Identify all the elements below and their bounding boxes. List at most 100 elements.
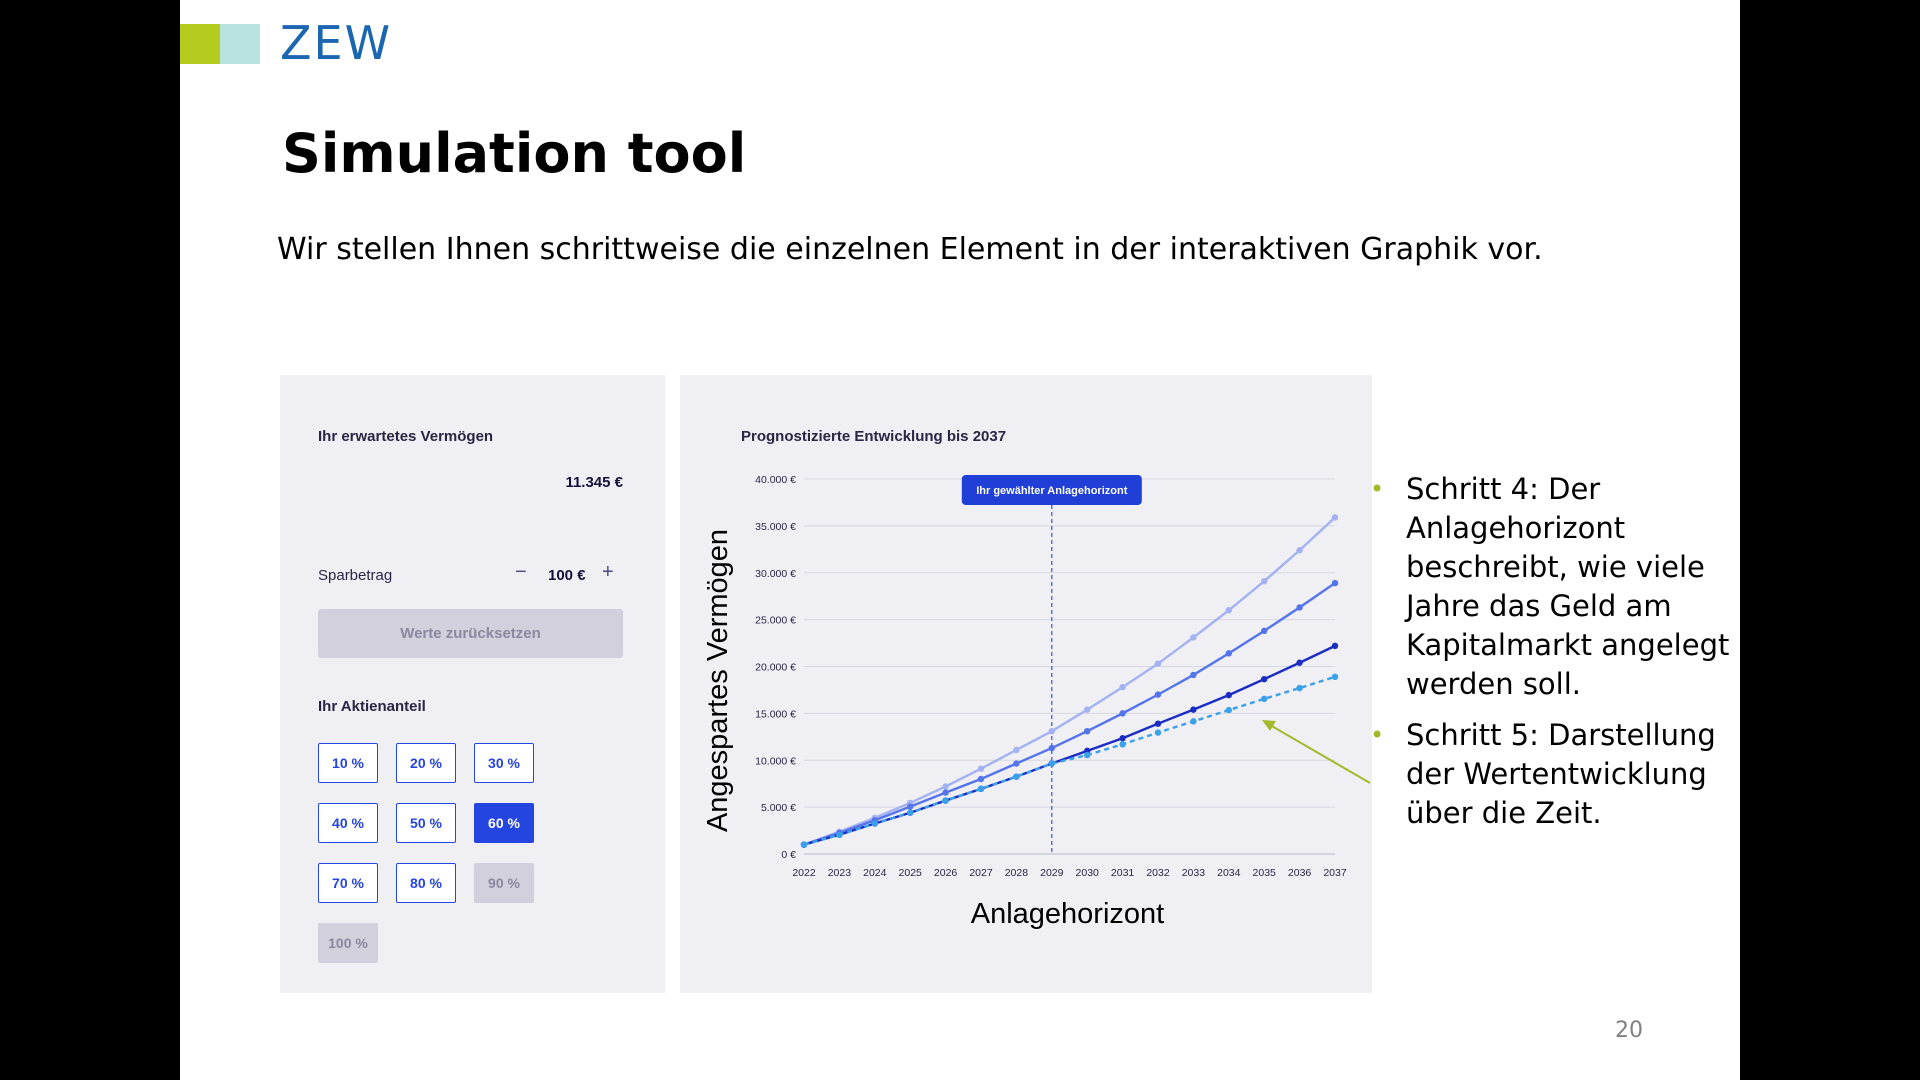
y-tick-label: 5.000 € bbox=[761, 802, 796, 814]
horizon-label-text: Ihr gewählter Anlagehorizont bbox=[976, 485, 1127, 497]
settings-panel: Ihr erwartetes Vermögen 11.345 € Sparbet… bbox=[280, 375, 665, 993]
y-tick-label: 40.000 € bbox=[755, 474, 796, 486]
series-1-point bbox=[1296, 547, 1303, 554]
series-4-point bbox=[977, 785, 985, 793]
bullet-text-step-5: Schritt 5: Darstellung der Wertentwicklu… bbox=[1406, 718, 1716, 830]
series-1-point bbox=[1119, 683, 1126, 691]
stock-share-50-button[interactable]: 50 % bbox=[396, 803, 456, 843]
y-tick-label: 35.000 € bbox=[755, 521, 796, 533]
x-tick-label: 2022 bbox=[792, 867, 816, 879]
series-4-point bbox=[1084, 751, 1091, 759]
x-tick-label: 2030 bbox=[1076, 867, 1100, 879]
bullet-item-step-4: • Schritt 4: Der Anlagehorizont beschrei… bbox=[1370, 470, 1730, 704]
series-2-point bbox=[1119, 710, 1126, 717]
series-3-point bbox=[1119, 735, 1126, 742]
sparbetrag-value: 100 € bbox=[548, 567, 586, 584]
x-tick-label: 2037 bbox=[1323, 867, 1347, 879]
series-4-point bbox=[836, 831, 843, 838]
x-axis-label: Anlagehorizont bbox=[971, 898, 1164, 930]
stock-share-20-button[interactable]: 20 % bbox=[396, 743, 456, 783]
x-tick-label: 2036 bbox=[1288, 867, 1312, 879]
series-2-point bbox=[1296, 604, 1303, 611]
bullet-list: • Schritt 4: Der Anlagehorizont beschrei… bbox=[1370, 470, 1730, 845]
series-1-point bbox=[1261, 577, 1268, 585]
stock-share-70-button[interactable]: 70 % bbox=[318, 863, 378, 903]
increase-button[interactable]: + bbox=[602, 561, 614, 583]
series-4-point bbox=[1225, 706, 1232, 714]
series-line-4 bbox=[803, 675, 1336, 846]
stock-share-80-button[interactable]: 80 % bbox=[396, 863, 456, 903]
y-tick-label: 10.000 € bbox=[755, 755, 796, 767]
series-line-2 bbox=[803, 582, 1336, 846]
y-tick-label: 15.000 € bbox=[755, 708, 796, 720]
series-4-point bbox=[800, 841, 808, 848]
series-1-point bbox=[1190, 634, 1197, 641]
series-4-point bbox=[871, 820, 878, 827]
series-3-point bbox=[1154, 720, 1162, 727]
series-2-point bbox=[977, 775, 985, 783]
series-2-point bbox=[942, 789, 949, 796]
bullet-dot-icon: • bbox=[1370, 475, 1385, 503]
stock-share-40-button[interactable]: 40 % bbox=[318, 803, 378, 843]
stock-share-90-button[interactable]: 90 % bbox=[474, 863, 534, 903]
expected-wealth-value: 11.345 € bbox=[565, 474, 623, 491]
sparbetrag-label: Sparbetrag bbox=[318, 567, 393, 584]
x-tick-label: 2027 bbox=[969, 867, 993, 879]
series-4-point bbox=[1119, 741, 1126, 748]
stock-share-30-button[interactable]: 30 % bbox=[474, 743, 534, 783]
annotation-arrow-head-icon bbox=[1262, 720, 1276, 731]
series-4-point bbox=[1261, 695, 1268, 703]
horizon-label-badge bbox=[961, 475, 1142, 505]
series-1-point bbox=[1225, 607, 1232, 614]
x-tick-label: 2023 bbox=[828, 867, 852, 879]
y-tick-label: 25.000 € bbox=[755, 615, 796, 627]
bullet-dot-icon: • bbox=[1370, 721, 1385, 749]
series-4-point bbox=[1013, 773, 1020, 780]
x-tick-label: 2024 bbox=[863, 867, 887, 879]
decrease-button[interactable]: − bbox=[515, 561, 527, 583]
series-3-point bbox=[1261, 675, 1268, 683]
series-2-point bbox=[1084, 727, 1091, 735]
logo-green-block bbox=[180, 24, 220, 64]
series-1-point bbox=[1048, 727, 1055, 735]
x-tick-label: 2029 bbox=[1040, 867, 1064, 879]
series-1-point bbox=[942, 783, 949, 790]
logo-teal-block bbox=[220, 24, 260, 64]
series-3-point bbox=[1296, 659, 1303, 666]
stock-share-10-button[interactable]: 10 % bbox=[318, 743, 378, 783]
series-4-point bbox=[907, 809, 914, 816]
series-1-point bbox=[1084, 706, 1091, 713]
slide: ZEW Simulation tool Wir stellen Ihnen sc… bbox=[180, 0, 1740, 1080]
x-tick-label: 2033 bbox=[1182, 867, 1206, 879]
series-2-point bbox=[1048, 744, 1055, 752]
stock-share-60-button[interactable]: 60 % bbox=[474, 803, 534, 843]
stock-share-100-button[interactable]: 100 % bbox=[318, 923, 378, 963]
series-2-point bbox=[907, 803, 914, 810]
slide-title: Simulation tool bbox=[282, 122, 747, 185]
series-4-point bbox=[1048, 760, 1055, 767]
series-4-point bbox=[1331, 673, 1339, 681]
y-tick-label: 0 € bbox=[781, 849, 796, 861]
bullet-item-step-5: • Schritt 5: Darstellung der Wertentwick… bbox=[1370, 716, 1730, 833]
x-tick-label: 2034 bbox=[1217, 867, 1241, 879]
series-2-point bbox=[1331, 579, 1339, 587]
series-3-point bbox=[1331, 642, 1339, 650]
reset-values-button[interactable]: Werte zurücksetzen bbox=[318, 609, 623, 658]
page-number: 20 bbox=[1615, 1018, 1643, 1043]
x-tick-label: 2028 bbox=[1005, 867, 1029, 879]
chart-title: Prognostizierte Entwicklung bis 2037 bbox=[741, 428, 1007, 445]
series-3-point bbox=[1225, 691, 1232, 699]
bullet-text-step-4: Schritt 4: Der Anlagehorizont beschreibt… bbox=[1406, 472, 1730, 701]
series-2-point bbox=[1154, 691, 1162, 698]
x-tick-label: 2031 bbox=[1111, 867, 1135, 879]
logo-text: ZEW bbox=[280, 16, 393, 70]
series-2-point bbox=[1190, 671, 1197, 679]
projection-chart: 0 € 5.000 € 10.000 € 15.000 € 20.000 € 25.000… bbox=[702, 474, 1371, 930]
expected-wealth-heading: Ihr erwartetes Vermögen bbox=[318, 428, 494, 445]
series-2-point bbox=[1261, 627, 1268, 635]
series-4-point bbox=[1190, 718, 1197, 725]
annotation-arrow-line bbox=[1269, 724, 1371, 784]
x-tick-label: 2032 bbox=[1146, 867, 1170, 879]
x-tick-label: 2026 bbox=[934, 867, 958, 879]
series-1-point bbox=[977, 765, 985, 772]
